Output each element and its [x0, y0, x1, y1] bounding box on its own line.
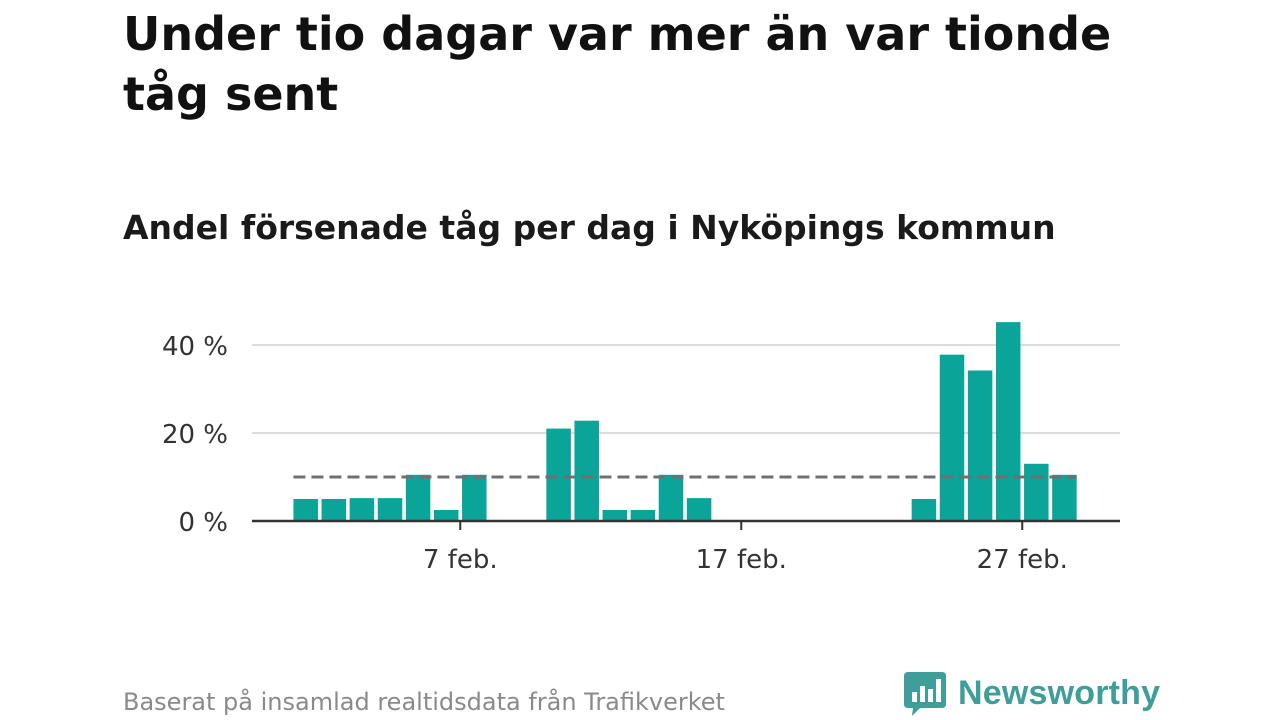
bar — [911, 499, 937, 521]
source-note: Baserat på insamlad realtidsdata från Tr… — [123, 688, 725, 716]
bar — [293, 499, 318, 521]
x-axis — [252, 519, 1120, 530]
bar — [602, 510, 628, 521]
bar — [462, 474, 487, 521]
bar — [546, 428, 571, 521]
y-axis-tick-labels: 0 % 20 % 40 % — [162, 332, 228, 538]
bar — [321, 499, 347, 521]
x-axis-tick-labels: 7 feb. 17 feb. 27 feb. — [423, 545, 1068, 575]
newsworthy-bar-chart-icon — [904, 672, 946, 716]
bar — [658, 474, 684, 521]
x-tick-label: 17 feb. — [696, 545, 787, 575]
bar — [433, 510, 459, 521]
bars — [293, 322, 1077, 521]
x-tick-label: 7 feb. — [423, 545, 498, 575]
bar — [349, 498, 375, 521]
y-tick-label: 40 % — [162, 332, 228, 362]
y-tick-label: 0 % — [178, 508, 228, 538]
bar — [995, 322, 1021, 521]
bar — [630, 510, 656, 521]
brand-name: Newsworthy — [958, 673, 1161, 712]
y-tick-label: 20 % — [162, 420, 228, 450]
bar — [1024, 463, 1049, 521]
brand-logo[interactable]: Newsworthy — [902, 670, 1160, 716]
bar — [1052, 474, 1077, 521]
bar — [686, 498, 712, 521]
chart-title: Under tio dagar var mer än var tionde tå… — [123, 7, 1112, 121]
bar — [939, 354, 965, 521]
x-tick-label: 27 feb. — [977, 545, 1068, 575]
bar — [405, 474, 431, 521]
chart-subtitle: Andel försenade tåg per dag i Nyköpings … — [123, 208, 1056, 247]
bar — [377, 498, 403, 521]
bar — [574, 420, 599, 521]
bar — [967, 370, 993, 521]
